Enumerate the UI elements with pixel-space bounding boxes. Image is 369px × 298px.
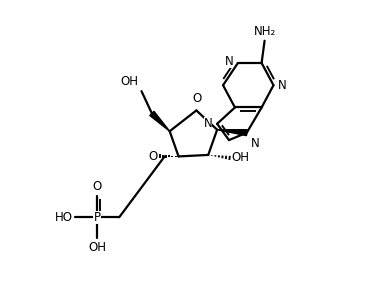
Polygon shape	[217, 130, 247, 136]
Text: OH: OH	[231, 151, 249, 164]
Polygon shape	[150, 111, 170, 131]
Text: O: O	[148, 150, 157, 163]
Text: N: N	[251, 137, 260, 150]
Text: NH₂: NH₂	[254, 25, 276, 38]
Text: OH: OH	[88, 241, 106, 254]
Text: HO: HO	[54, 211, 72, 224]
Text: N: N	[204, 117, 213, 130]
Text: O: O	[92, 181, 101, 193]
Text: N: N	[224, 55, 233, 68]
Text: OH: OH	[121, 75, 138, 88]
Text: P: P	[93, 211, 100, 224]
Text: O: O	[193, 92, 202, 105]
Text: N: N	[278, 79, 287, 92]
